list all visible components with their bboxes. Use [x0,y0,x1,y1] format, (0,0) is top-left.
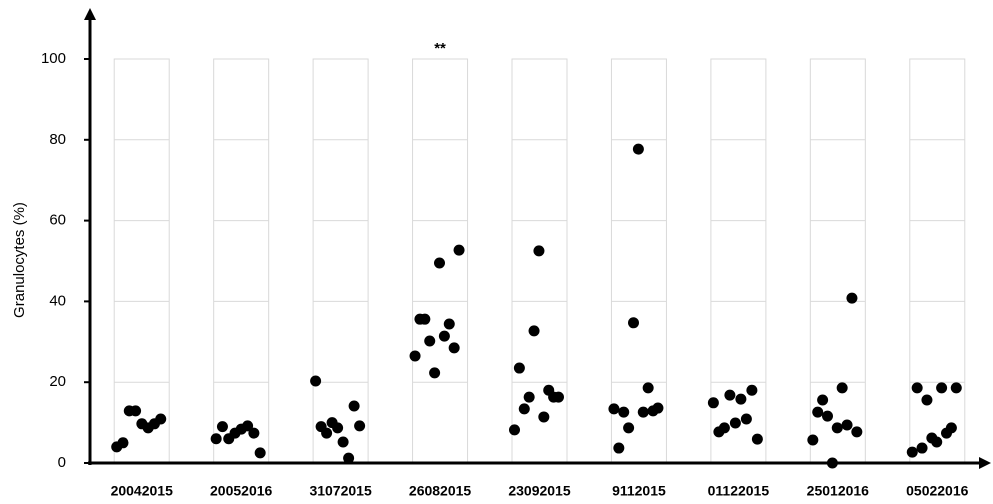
data-point [117,437,129,449]
data-point [831,422,843,434]
data-point [155,413,167,425]
data-point [826,457,838,469]
data-point [632,143,644,155]
data-point [429,367,441,379]
data-point [354,420,366,432]
data-point [528,325,540,337]
annotation: ** [434,40,446,57]
data-point [533,245,545,257]
data-point [817,394,829,406]
data-point [538,411,550,423]
x-tick-label: 26082015 [409,483,472,499]
data-point [210,433,222,445]
x-tick-label: 25012016 [807,483,870,499]
y-tick-label: 40 [49,292,66,309]
data-point [707,397,719,409]
data-point [409,350,421,362]
data-point [216,421,228,433]
y-tick-label: 80 [49,131,66,148]
y-tick-label: 0 [58,454,66,471]
y-axis-arrow [84,8,96,20]
data-point [321,427,333,439]
x-tick-label: 31072015 [309,483,372,499]
data-point [343,452,355,464]
data-point [652,402,664,414]
data-point [553,391,564,403]
data-point [735,393,747,405]
data-point [911,382,923,394]
y-axis-label: Granulocytes (%) [11,202,28,318]
y-tick-label: 60 [49,212,66,229]
data-point [812,406,824,418]
data-point [846,292,858,304]
x-tick-label: 23092015 [508,483,571,499]
data-point [822,410,833,422]
data-point [642,382,654,394]
data-point [623,422,635,434]
x-tick-label: 20042015 [111,483,174,499]
data-point [945,422,957,434]
x-axis-arrow [979,457,991,469]
column-box [213,58,270,464]
data-point [637,406,649,418]
data-point [746,384,758,396]
x-tick-label: 05022016 [906,483,969,499]
data-point [434,257,445,269]
data-point [337,436,349,448]
data-point [851,426,863,438]
data-point [310,375,322,387]
data-point [242,420,254,432]
y-tick-label: 20 [49,373,66,390]
data-point [718,422,730,434]
data-point [740,413,752,425]
data-point [751,433,763,445]
data-point [248,427,260,439]
data-point [931,436,943,448]
data-point [613,442,625,454]
data-point [836,382,848,394]
data-point [518,403,530,415]
data-point [608,403,620,415]
data-point [332,422,344,434]
x-tick-label: 20052016 [210,483,273,499]
data-point [618,406,630,418]
column-box [113,58,170,464]
data-point [254,447,266,459]
x-tick-label: 9112015 [612,483,666,499]
data-point [729,417,741,429]
column-box [909,58,966,464]
x-tick-label: 01122015 [708,483,770,499]
data-point [348,400,360,412]
data-point [438,330,450,342]
column-box [610,58,667,464]
data-point [950,382,962,394]
data-point [724,389,736,401]
data-point [841,419,853,431]
column-box [312,58,369,464]
data-point [513,362,525,374]
data-point [807,434,819,446]
data-point [628,317,639,329]
data-point [523,391,535,403]
data-point [916,442,928,454]
data-point [921,394,933,406]
data-point [448,342,460,354]
data-point [424,335,436,347]
data-point [509,424,520,436]
data-point [130,405,142,417]
data-point [419,313,431,325]
data-point [453,244,465,256]
y-tick-label: 100 [41,50,66,67]
data-point [936,382,948,394]
data-point [443,318,455,330]
data-point [906,446,918,458]
